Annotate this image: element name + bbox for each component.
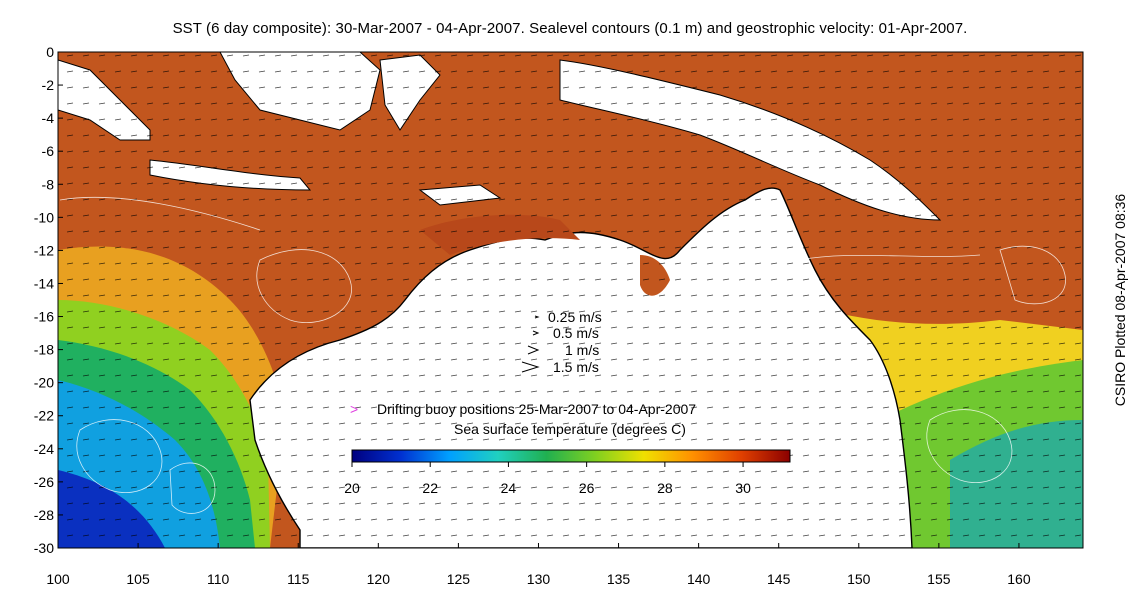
velocity-key: 0.25 m/s 0.5 m/s 1 m/s 1.5 m/s	[521, 309, 602, 375]
plot-credit: CSIRO Plotted 08-Apr-2007 08:36	[1112, 193, 1128, 407]
colorbar-tick-label: 20	[344, 480, 360, 496]
x-tick-label: 100	[46, 571, 70, 587]
buoy-legend-symbol: >	[350, 401, 358, 417]
x-tick-label: 125	[447, 571, 471, 587]
y-tick-label: -26	[34, 474, 54, 490]
y-tick-label: -10	[34, 209, 54, 225]
colorbar-tick-label: 24	[501, 480, 517, 496]
y-tick-label: -2	[42, 77, 55, 93]
colorbar-ticks: 20 22 24 26 28 30	[344, 462, 751, 496]
buoy-legend-label: Drifting buoy positions 25-Mar-2007 to 0…	[377, 401, 696, 417]
map-title: SST (6 day composite): 30-Mar-2007 - 04-…	[172, 20, 968, 37]
x-tick-label: 120	[367, 571, 391, 587]
y-tick-label: -12	[34, 242, 54, 258]
velocity-arrow-1-5	[521, 361, 540, 373]
y-axis: 0 -2 -4 -6 -8 -10 -12 -14 -16 -18 -20 -22 -24 -26 -28 -…	[34, 44, 63, 556]
velocity-key-label-0-5: 0.5 m/s	[553, 325, 599, 341]
colorbar-tick-label: 30	[735, 480, 751, 496]
y-tick-label: -20	[34, 375, 54, 391]
x-tick-label: 160	[1007, 571, 1031, 587]
colorbar-tick-label: 28	[657, 480, 673, 496]
x-axis: 100 105 110 115 120 125 130 135 140 145 150 155 160	[46, 543, 1031, 587]
y-tick-label: -14	[34, 275, 54, 291]
x-tick-label: 140	[687, 571, 711, 587]
y-tick-label: -30	[34, 540, 54, 556]
x-tick-label: 115	[287, 571, 310, 587]
sealevel-contours	[59, 196, 1066, 514]
velocity-arrow-1	[527, 345, 540, 355]
colorbar-label: Sea surface temperature (degrees C)	[454, 421, 686, 437]
x-tick-label: 105	[126, 571, 150, 587]
y-tick-label: -24	[34, 441, 54, 457]
plot-frame	[57, 51, 1084, 549]
velocity-key-label-0-25: 0.25 m/s	[548, 309, 602, 325]
geostrophic-velocity-field	[58, 52, 1083, 548]
velocity-key-label-1-5: 1.5 m/s	[553, 359, 599, 375]
x-tick-label: 150	[847, 571, 871, 587]
y-tick-label: -16	[34, 309, 54, 325]
colorbar-tick-label: 22	[422, 480, 438, 496]
x-tick-label: 145	[767, 571, 791, 587]
y-tick-label: -6	[42, 143, 55, 159]
x-tick-label: 155	[927, 571, 951, 587]
y-tick-label: -28	[34, 507, 54, 523]
colorbar	[351, 449, 791, 463]
map-layers	[58, 52, 1083, 548]
velocity-key-label-1: 1 m/s	[565, 342, 599, 358]
x-tick-label: 130	[527, 571, 551, 587]
colorbar-tick-label: 26	[579, 480, 595, 496]
y-tick-label: -18	[34, 342, 54, 358]
y-tick-label: -8	[42, 176, 55, 192]
y-tick-label: -22	[34, 408, 54, 424]
velocity-arrow-0-5	[532, 330, 540, 336]
x-tick-label: 135	[607, 571, 631, 587]
x-tick-label: 110	[207, 571, 230, 587]
velocity-arrow-0-25	[534, 315, 540, 319]
y-tick-label: -4	[42, 110, 55, 126]
y-tick-label: 0	[46, 44, 54, 60]
